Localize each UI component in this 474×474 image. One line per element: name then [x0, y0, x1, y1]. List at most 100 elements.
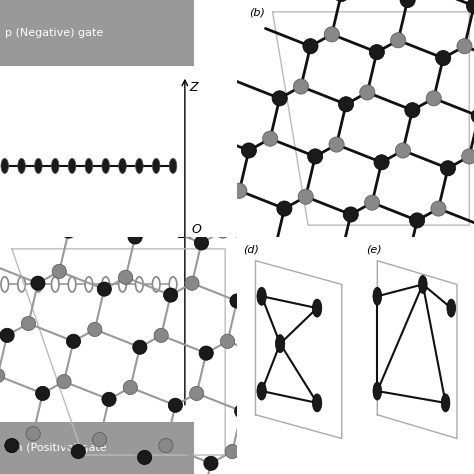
Circle shape: [0, 369, 5, 383]
Circle shape: [52, 264, 66, 278]
Circle shape: [68, 158, 76, 173]
Text: om (Positive) gate: om (Positive) gate: [5, 443, 106, 453]
Circle shape: [1, 277, 9, 292]
Circle shape: [85, 158, 92, 173]
Circle shape: [312, 299, 322, 317]
Circle shape: [118, 277, 126, 292]
Circle shape: [118, 158, 126, 173]
Circle shape: [68, 277, 76, 292]
Circle shape: [128, 230, 142, 244]
Circle shape: [369, 45, 384, 60]
Circle shape: [35, 277, 42, 292]
Circle shape: [373, 382, 382, 400]
Circle shape: [324, 27, 339, 42]
Circle shape: [88, 322, 102, 337]
Circle shape: [216, 224, 230, 238]
Circle shape: [410, 213, 425, 228]
Circle shape: [334, 0, 349, 1]
Circle shape: [102, 277, 109, 292]
Circle shape: [1, 158, 9, 173]
Circle shape: [35, 158, 42, 173]
Circle shape: [462, 149, 474, 164]
Circle shape: [225, 445, 239, 459]
Circle shape: [92, 432, 107, 447]
Circle shape: [51, 158, 59, 173]
Circle shape: [431, 201, 446, 216]
Circle shape: [257, 287, 266, 305]
Circle shape: [360, 85, 375, 100]
Circle shape: [102, 158, 109, 173]
Circle shape: [62, 224, 76, 238]
Circle shape: [405, 103, 420, 118]
Circle shape: [71, 445, 85, 459]
Circle shape: [343, 207, 358, 222]
Circle shape: [21, 317, 36, 331]
Circle shape: [194, 236, 209, 250]
Circle shape: [159, 438, 173, 453]
Circle shape: [97, 282, 111, 296]
Circle shape: [275, 335, 285, 353]
Circle shape: [169, 158, 177, 173]
Text: (b): (b): [249, 7, 264, 17]
Circle shape: [18, 158, 26, 173]
Circle shape: [257, 382, 266, 400]
Circle shape: [373, 287, 382, 305]
Circle shape: [230, 294, 244, 308]
Bar: [0, 422, 194, 474]
Circle shape: [298, 189, 313, 204]
Circle shape: [312, 394, 322, 412]
Circle shape: [235, 404, 249, 418]
Circle shape: [18, 277, 26, 292]
Circle shape: [232, 183, 247, 198]
Text: Z: Z: [190, 81, 198, 93]
Circle shape: [400, 0, 415, 8]
Circle shape: [123, 380, 137, 394]
Circle shape: [263, 131, 278, 146]
Circle shape: [168, 398, 182, 412]
Circle shape: [118, 270, 133, 284]
Circle shape: [365, 195, 380, 210]
Circle shape: [419, 275, 427, 293]
Circle shape: [57, 374, 71, 389]
Circle shape: [154, 328, 168, 342]
Circle shape: [31, 276, 45, 290]
Circle shape: [466, 0, 474, 14]
Circle shape: [190, 386, 204, 401]
Circle shape: [85, 277, 92, 292]
Circle shape: [51, 277, 59, 292]
Circle shape: [102, 392, 116, 406]
Circle shape: [440, 161, 456, 176]
Circle shape: [329, 137, 344, 152]
Circle shape: [272, 91, 287, 106]
Circle shape: [169, 277, 177, 292]
Circle shape: [204, 456, 218, 470]
Circle shape: [152, 158, 160, 173]
Circle shape: [133, 340, 147, 354]
Circle shape: [164, 288, 178, 302]
Circle shape: [293, 79, 309, 94]
Circle shape: [136, 158, 143, 173]
Circle shape: [136, 277, 143, 292]
Circle shape: [66, 334, 81, 348]
Circle shape: [441, 394, 450, 412]
Text: (e): (e): [366, 244, 382, 254]
Circle shape: [0, 328, 14, 342]
Circle shape: [426, 91, 441, 106]
Circle shape: [26, 427, 40, 441]
Text: p (Negative) gate: p (Negative) gate: [5, 28, 103, 38]
Circle shape: [457, 38, 472, 54]
Circle shape: [152, 277, 160, 292]
Circle shape: [5, 438, 19, 453]
Circle shape: [436, 50, 451, 65]
Circle shape: [338, 97, 354, 112]
Circle shape: [395, 143, 410, 158]
Circle shape: [374, 155, 389, 170]
Circle shape: [277, 201, 292, 216]
Circle shape: [199, 346, 213, 360]
Text: (d): (d): [243, 244, 259, 254]
Text: O: O: [192, 223, 202, 237]
Circle shape: [185, 276, 199, 290]
Circle shape: [36, 386, 50, 401]
Circle shape: [447, 299, 456, 317]
Circle shape: [391, 33, 406, 48]
